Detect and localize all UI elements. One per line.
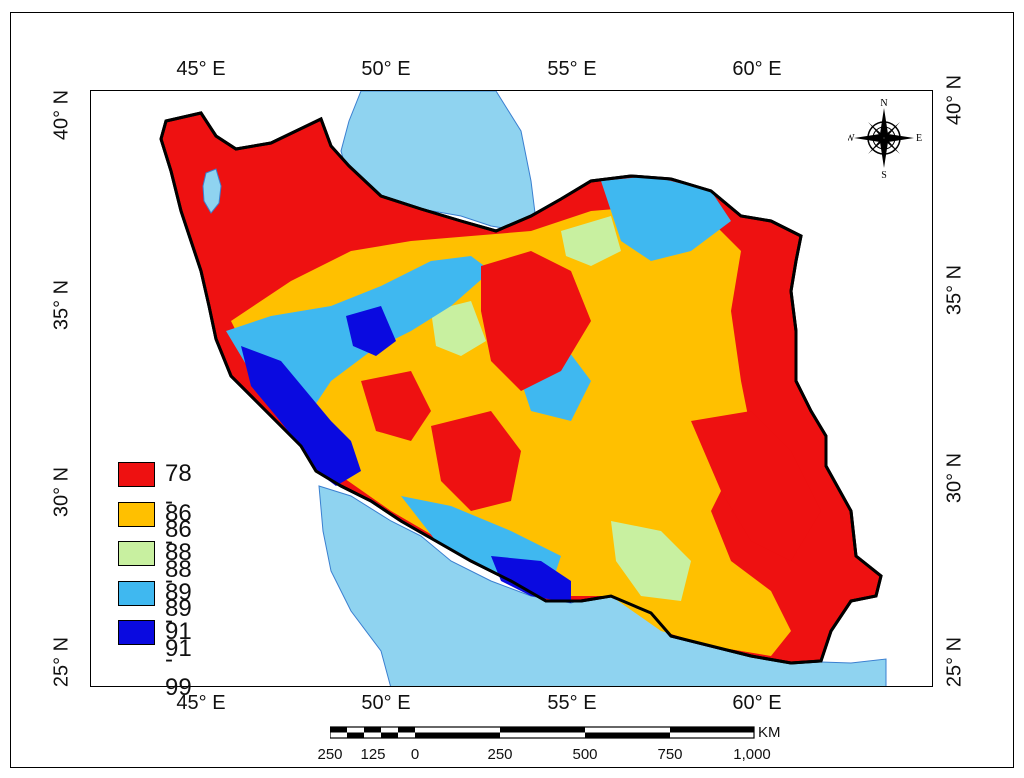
compass-n: N <box>880 98 887 109</box>
scale-tick-label: 750 <box>657 746 683 763</box>
legend-label: 88 - 89 <box>165 539 192 622</box>
zone-89-91-b <box>601 176 731 261</box>
zone-88-89-b <box>561 216 621 266</box>
zone-78-86-a <box>481 251 591 391</box>
zone-78-86-b <box>361 371 431 441</box>
bottom-lon-label-50: 50° E <box>361 692 411 714</box>
bottom-lon-label-55: 55° E <box>547 692 597 714</box>
compass-s: S <box>881 170 887 178</box>
legend-label: 86 - 88 <box>165 499 192 583</box>
scale-tick-label: 0 <box>410 746 420 763</box>
right-lat-label-30: 30° N <box>943 452 966 504</box>
map-frame <box>10 12 1014 768</box>
zone-91-99-a <box>241 346 361 486</box>
scale-unit: KM <box>758 724 781 741</box>
right-lat-label-25: 25° N <box>943 636 966 688</box>
iran-map-svg <box>159 91 887 686</box>
legend-swatch <box>118 501 155 527</box>
legend-swatch <box>118 541 155 566</box>
zone-78-86-d <box>691 411 821 561</box>
right-lat-label-40: 40° N <box>943 74 966 126</box>
bottom-lon-label-45: 45° E <box>176 692 226 714</box>
zone-91-99-c <box>346 306 396 356</box>
map-panel <box>90 90 933 687</box>
compass-rose-icon: N S W E <box>845 98 924 181</box>
lake-urmia <box>202 168 222 214</box>
scale-tick-label: 250 <box>487 746 513 763</box>
top-lon-label-60: 60° E <box>732 58 782 80</box>
legend-swatch <box>118 620 155 645</box>
legend-swatch <box>118 462 155 487</box>
legend-label: 78 - 86 <box>165 460 192 543</box>
legend-swatch <box>118 580 155 606</box>
left-lat-label-40: 40° N <box>50 89 73 141</box>
zone-91-99-b <box>491 556 571 603</box>
compass-w: W <box>848 133 855 144</box>
left-lat-label-35: 35° N <box>50 279 73 331</box>
left-lat-label-25: 25° N <box>50 636 73 688</box>
right-lat-label-35: 35° N <box>943 264 966 316</box>
bottom-lon-label-60: 60° E <box>732 692 782 714</box>
scale-tick-label: 250 <box>317 746 343 763</box>
legend-label: 89 - 91 <box>165 578 192 662</box>
iran-border <box>159 111 883 665</box>
zone-88-89-a <box>611 521 691 601</box>
scale-tick-label: 500 <box>572 746 598 763</box>
scale-tick-label: 125 <box>360 746 386 763</box>
compass-e: E <box>916 133 922 144</box>
scale-tick-label: 1,000 <box>733 746 771 763</box>
zone-78-86-c <box>431 411 521 511</box>
top-lon-label-55: 55° E <box>547 58 597 80</box>
scale-bar <box>330 726 755 739</box>
left-lat-label-30: 30° N <box>50 466 73 518</box>
zone-88-89-c <box>431 301 486 356</box>
legend-label: 91 - 99 <box>165 618 192 701</box>
top-lon-label-45: 45° E <box>176 58 226 80</box>
top-lon-label-50: 50° E <box>361 58 411 80</box>
